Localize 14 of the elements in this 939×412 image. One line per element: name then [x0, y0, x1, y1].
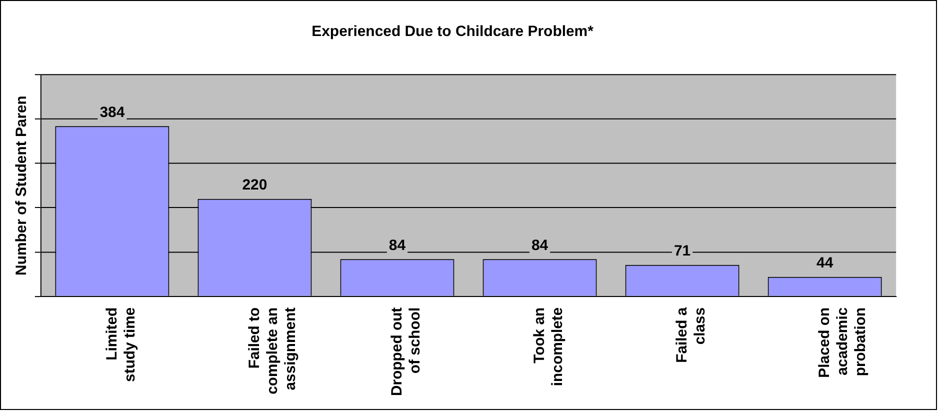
- data-label: 384: [100, 104, 126, 121]
- data-label: 220: [242, 176, 268, 194]
- y-axis-title: Number of Student Paren: [13, 96, 30, 276]
- data-label: 84: [531, 236, 549, 254]
- x-tick-label: Failed to complete an assignment: [246, 307, 299, 394]
- x-tick-label: Placed on academic probation: [816, 307, 869, 378]
- data-label: 84: [388, 236, 406, 254]
- data-label: 44: [816, 254, 834, 272]
- x-tick-label: Failed a class: [673, 306, 708, 363]
- x-tick-label: Dropped out of school: [388, 307, 424, 396]
- x-tick-label: Took an incomplete: [530, 307, 566, 386]
- chart-title: Experienced Due to Childcare Problem*: [312, 22, 594, 40]
- data-label: 71: [674, 242, 691, 260]
- x-tick-label: Limited study time: [103, 307, 138, 382]
